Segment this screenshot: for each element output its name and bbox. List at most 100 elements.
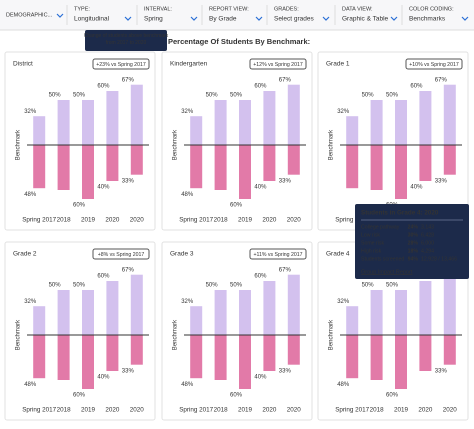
bar-above[interactable] [395, 100, 407, 145]
bar-above[interactable] [419, 281, 432, 335]
change-badge[interactable] [92, 248, 150, 260]
tooltip-row-label: Low risk [361, 232, 380, 238]
bar-above[interactable] [106, 281, 119, 335]
bar-below[interactable] [33, 145, 46, 189]
value-label: 32% [24, 109, 37, 115]
value-label: 48% [181, 192, 194, 198]
x-tick-label: 2019 [81, 217, 96, 224]
x-tick-label: 2020 [105, 217, 120, 224]
panel-title: Kindergarten [170, 61, 208, 68]
bar-below[interactable] [82, 335, 94, 389]
bar-below[interactable] [443, 145, 456, 175]
bar-below[interactable] [370, 335, 383, 380]
bar-below[interactable] [346, 145, 359, 189]
filter-label: DEMOGRAPHIC... [6, 12, 53, 18]
bar-above[interactable] [287, 274, 300, 335]
bar-above[interactable] [370, 100, 383, 145]
bar-below[interactable] [214, 145, 227, 190]
bar-above[interactable] [57, 100, 70, 145]
y-axis-label: Benchmark [173, 319, 179, 350]
filter-bar [0, 0, 474, 30]
bar-above[interactable] [33, 116, 46, 145]
bar-below[interactable] [419, 145, 432, 181]
bar-below[interactable] [443, 335, 456, 365]
bar-above[interactable] [346, 116, 359, 145]
tooltip-link[interactable]: Group Impact Report [361, 269, 413, 275]
change-badge[interactable] [92, 58, 150, 70]
bar-above[interactable] [395, 290, 407, 335]
bar-below[interactable] [33, 335, 46, 379]
filter-value: Longitudinal [74, 16, 110, 23]
bar-above[interactable] [130, 274, 143, 335]
value-label: 40% [97, 375, 110, 381]
x-tick-label: 2020 [287, 217, 302, 224]
value-label: 33% [122, 178, 135, 184]
bar-above[interactable] [419, 91, 432, 145]
tooltip-row-label: High risk [361, 248, 382, 254]
bar-below[interactable] [190, 335, 203, 379]
bar-above[interactable] [130, 84, 143, 145]
bar-below[interactable] [419, 335, 432, 371]
change-badge[interactable] [249, 248, 307, 260]
bar-below[interactable] [263, 145, 276, 181]
bar-above[interactable] [190, 116, 203, 145]
bar-below[interactable] [82, 145, 94, 199]
bar-above[interactable] [287, 84, 300, 145]
panel-title: Grade 3 [170, 251, 194, 258]
bar-below[interactable] [239, 145, 251, 199]
bar-below[interactable] [106, 335, 119, 371]
change-badge[interactable] [405, 58, 463, 70]
chevron [56, 13, 64, 18]
bar-above[interactable] [106, 91, 119, 145]
bar-above[interactable] [214, 100, 227, 145]
bar-above[interactable] [214, 290, 227, 335]
tooltip-row-percent: 28% [408, 240, 419, 246]
value-label: 33% [122, 368, 135, 374]
bar-above[interactable] [190, 306, 203, 335]
bar-above[interactable] [263, 91, 276, 145]
bar-below[interactable] [263, 335, 276, 371]
bar-below[interactable] [287, 335, 300, 365]
bar-above[interactable] [263, 281, 276, 335]
bar-above[interactable] [346, 306, 359, 335]
x-tick-label: 2020 [130, 407, 145, 414]
bar-above[interactable] [239, 290, 251, 335]
x-tick-label: 2020 [105, 407, 120, 414]
bar-below[interactable] [287, 145, 300, 175]
bar-below[interactable] [130, 145, 143, 175]
bar-above[interactable] [370, 290, 383, 335]
bar-below[interactable] [214, 335, 227, 380]
change-badge[interactable] [249, 58, 307, 70]
bar-below[interactable] [395, 145, 407, 199]
bar-below[interactable] [130, 335, 143, 365]
bar-above[interactable] [82, 100, 94, 145]
bar-below[interactable] [395, 335, 407, 389]
x-tick-label: 2019 [238, 407, 253, 414]
bar-below[interactable] [239, 335, 251, 389]
bar-below[interactable] [57, 145, 70, 190]
bar-above[interactable] [33, 306, 46, 335]
chevron [461, 16, 469, 21]
tooltip-row-percent: 94% [408, 256, 419, 262]
filter-label: TYPE: [74, 6, 90, 12]
bar-above[interactable] [443, 274, 456, 335]
bar-below[interactable] [57, 335, 70, 380]
change-badge-text: +11% vs Spring 2017 [253, 252, 302, 258]
bar-above[interactable] [443, 84, 456, 145]
page-title: Percentage Of Students By Benchmark: [168, 37, 310, 46]
value-label: 40% [410, 185, 423, 191]
bar-above[interactable] [57, 290, 70, 335]
tooltip-row-percent: 24% [408, 224, 419, 230]
bar-below[interactable] [370, 145, 383, 190]
bar-below[interactable] [190, 145, 203, 189]
x-tick-label: Spring 2017 [179, 217, 213, 224]
x-tick-label: 2020 [287, 407, 302, 414]
bar-below[interactable] [106, 145, 119, 181]
value-label: 60% [97, 274, 110, 280]
bar-above[interactable] [82, 290, 94, 335]
bar-above[interactable] [239, 100, 251, 145]
value-label: 50% [230, 93, 243, 99]
bar-below[interactable] [346, 335, 359, 379]
y-axis-label: Benchmark [173, 129, 179, 160]
x-tick-label: 2018 [57, 217, 72, 224]
